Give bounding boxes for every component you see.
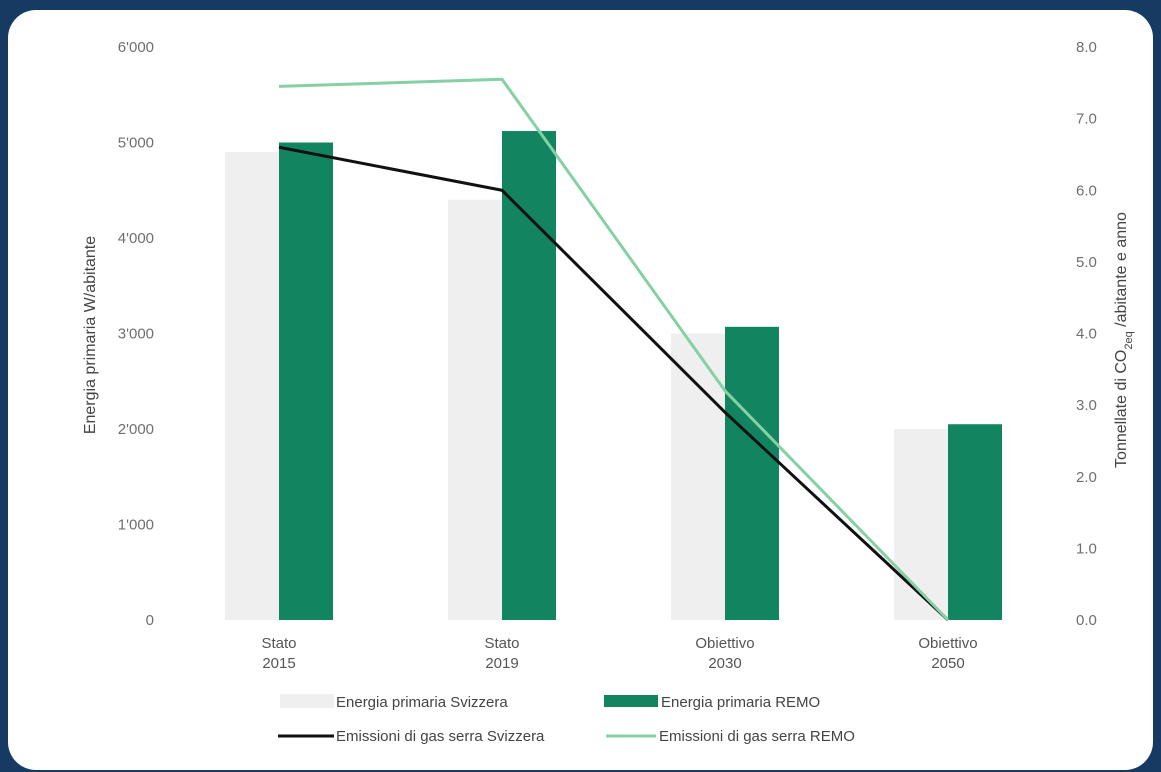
category-label: 2015: [262, 655, 295, 672]
left-tick-label: 3'000: [118, 326, 154, 343]
chart-svg: 0 1'000 2'000 3'000 4'000 5'000 6'000 0.0 1.0 2.…: [82, 39, 1135, 745]
line-emissioni-di-gas-serra-remo: [278, 77, 950, 622]
bar-energia-primaria-svizzera-3: [894, 429, 948, 620]
right-tick-label: 1.0: [1076, 540, 1097, 557]
category-label: Stato: [261, 635, 296, 652]
left-axis-title: Energia primaria W/abitante: [82, 236, 99, 434]
right-axis-title-subscript: 2eq: [1123, 331, 1135, 349]
right-tick-label: 7.0: [1076, 111, 1097, 128]
bar-energia-primaria-remo-3: [948, 424, 1002, 620]
bar-energia-primaria-svizzera-1: [448, 199, 502, 621]
bar-energia-primaria-remo-1: [502, 131, 556, 620]
category-label: Obiettivo: [695, 635, 754, 652]
left-tick-label: 6'000: [118, 39, 154, 56]
right-axis-title-main: Tonnellate di CO: [1113, 350, 1130, 468]
right-tick-label: 3.0: [1076, 397, 1097, 414]
category-label: 2030: [708, 655, 741, 672]
right-axis-title: Tonnellate di CO2eq /abitante e anno: [1113, 212, 1135, 468]
bar-energia-primaria-remo-0: [279, 142, 333, 620]
left-axis-ticks: 0 1'000 2'000 3'000 4'000 5'000 6'000: [118, 39, 154, 629]
bar-energia-primaria-svizzera-2: [671, 333, 725, 620]
lines-layer: [278, 77, 950, 622]
right-tick-label: 8.0: [1076, 39, 1097, 56]
line-emissioni-di-gas-serra-svizzera: [278, 145, 950, 622]
legend-label-emissioni-remo: Emissioni di gas serra REMO: [659, 728, 855, 745]
legend-label-emissioni-svizzera: Emissioni di gas serra Svizzera: [336, 728, 545, 745]
category-labels: Stato 2015 Stato 2019 Obiettivo 2030 Obiettivo…: [261, 635, 977, 672]
legend-label-energia-primaria-svizzera: Energia primaria Svizzera: [336, 694, 508, 711]
category-label: 2050: [931, 655, 964, 672]
left-tick-label: 4'000: [118, 230, 154, 247]
right-tick-label: 0.0: [1076, 612, 1097, 629]
legend-swatch-energia-primaria-remo: [604, 695, 658, 707]
category-label: 2019: [485, 655, 518, 672]
right-axis-ticks: 0.0 1.0 2.0 3.0 4.0 5.0 6.0 7.0 8.0: [1076, 39, 1097, 629]
left-tick-label: 5'000: [118, 135, 154, 152]
left-tick-label: 1'000: [118, 517, 154, 534]
bar-energia-primaria-remo-2: [725, 326, 779, 620]
category-label: Obiettivo: [918, 635, 977, 652]
legend: Energia primaria Svizzera Energia primar…: [278, 694, 855, 745]
bar-energia-primaria-svizzera-0: [225, 152, 279, 621]
legend-label-energia-primaria-remo: Energia primaria REMO: [661, 694, 820, 711]
category-label: Stato: [484, 635, 519, 652]
legend-swatch-energia-primaria-svizzera: [280, 694, 334, 708]
left-tick-label: 2'000: [118, 421, 154, 438]
chart-card: 0 1'000 2'000 3'000 4'000 5'000 6'000 0.0 1.0 2.…: [8, 10, 1153, 770]
right-tick-label: 2.0: [1076, 469, 1097, 486]
bars-layer: [225, 131, 1002, 621]
right-tick-label: 5.0: [1076, 254, 1097, 271]
right-axis-title-rest: /abitante e anno: [1113, 212, 1130, 331]
right-tick-label: 4.0: [1076, 326, 1097, 343]
right-tick-label: 6.0: [1076, 182, 1097, 199]
left-tick-label: 0: [146, 612, 154, 629]
